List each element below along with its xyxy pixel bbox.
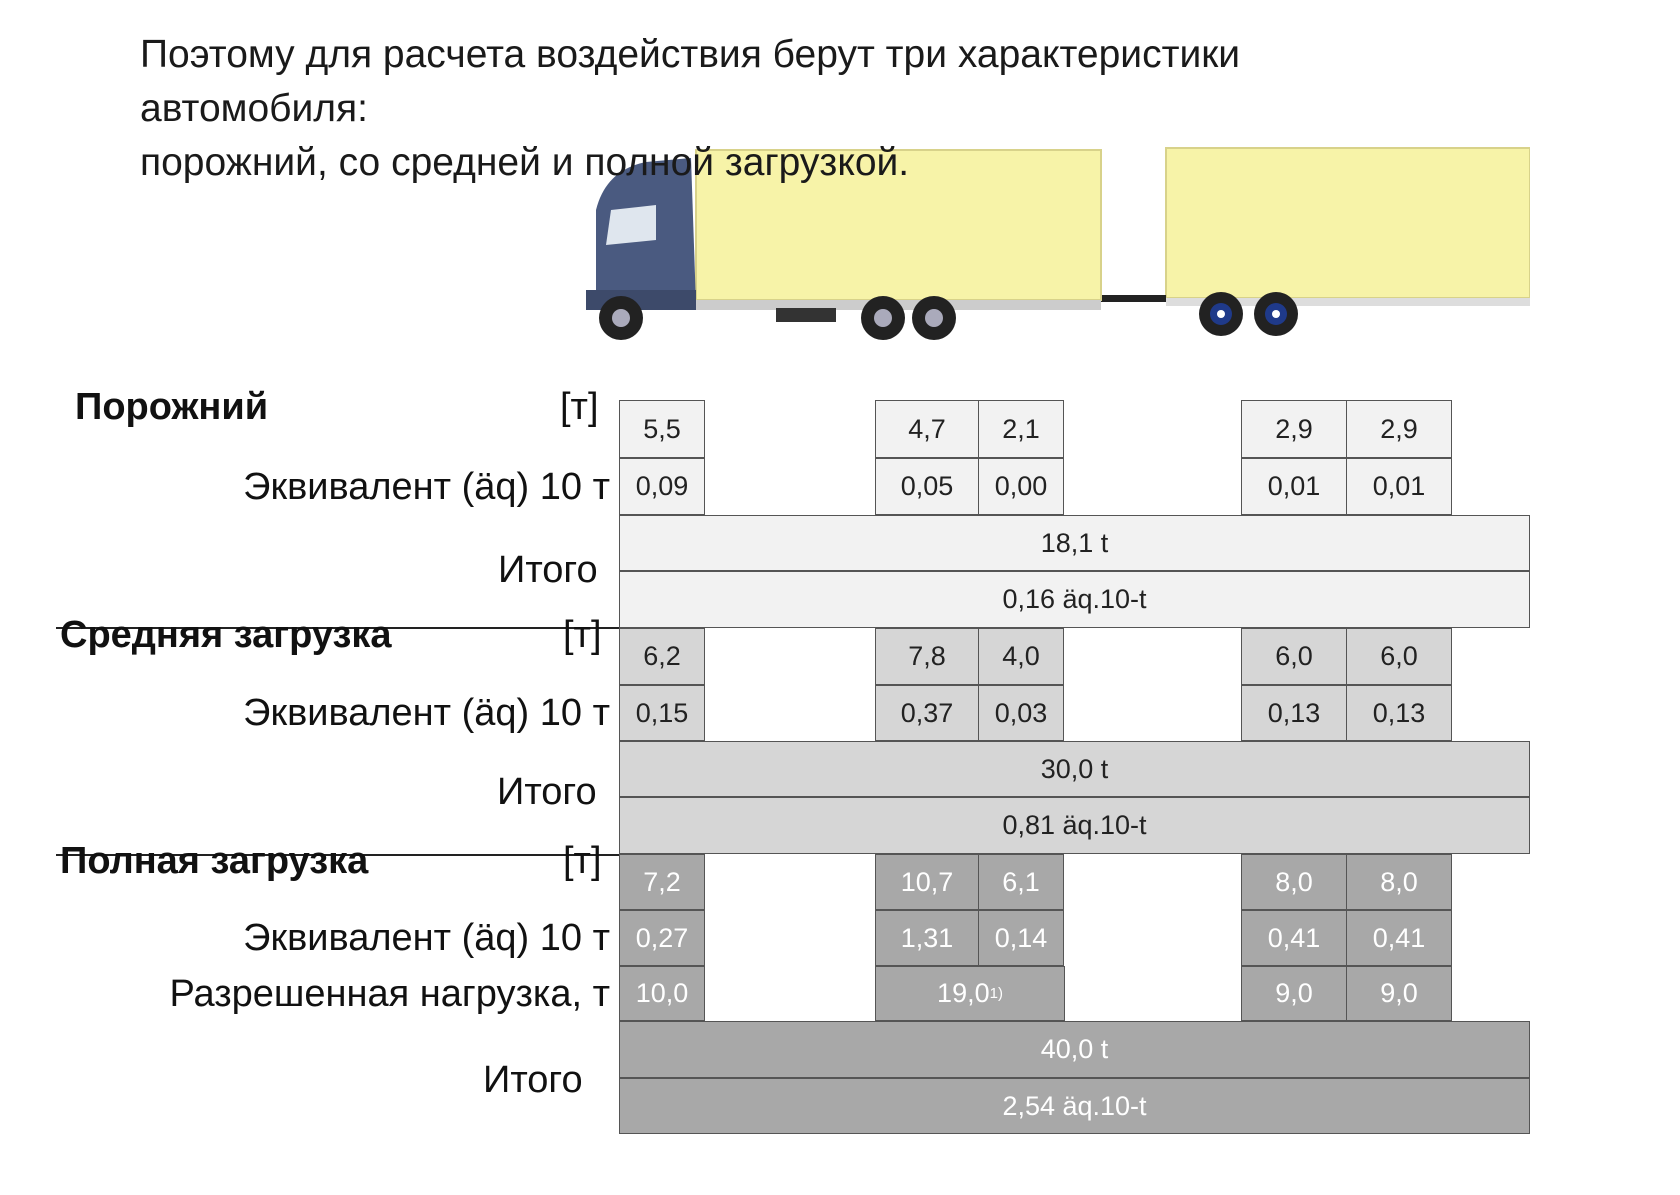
axle-value-cell: 0,14 xyxy=(978,910,1064,966)
axle-value-cell: 4,0 xyxy=(978,628,1064,685)
section-separator xyxy=(56,627,619,629)
axle-value-cell: 0,03 xyxy=(978,685,1064,741)
axle-value-cell: 2,1 xyxy=(978,400,1064,458)
axle-value-cell: 0,13 xyxy=(1241,685,1347,741)
row-label: Разрешенная нагрузка, т xyxy=(169,972,610,1015)
total-equivalent-cell: 0,81 äq.10-t xyxy=(619,797,1530,854)
axle-value-cell: 0,41 xyxy=(1346,910,1452,966)
section-name: Полная загрузка xyxy=(60,840,369,882)
axle-value-cell: 7,8 xyxy=(875,628,979,685)
axle-value-cell: 9,0 xyxy=(1241,966,1347,1021)
axle-value-cell: 2,9 xyxy=(1241,400,1347,458)
total-equivalent-cell: 0,16 äq.10-t xyxy=(619,571,1530,628)
axle-value-cell: 6,0 xyxy=(1346,628,1452,685)
total-equivalent-cell: 2,54 äq.10-t xyxy=(619,1078,1530,1134)
total-weight-cell: 40,0 t xyxy=(619,1021,1530,1078)
row-label: Эквивалент (äq) 10 т xyxy=(243,692,610,734)
section-separator xyxy=(56,854,619,856)
title-line-2: автомобиля: xyxy=(140,87,369,130)
unit-label: [т] xyxy=(563,840,602,882)
axle-value-cell: 0,27 xyxy=(619,910,705,966)
axle-value-cell: 0,37 xyxy=(875,685,979,741)
axle-value-cell: 1,31 xyxy=(875,910,979,966)
axle-value-cell: 7,2 xyxy=(619,854,705,910)
axle-value-cell: 8,0 xyxy=(1346,854,1452,910)
axle-value-cell: 4,7 xyxy=(875,400,979,458)
axle-value-cell: 2,9 xyxy=(1346,400,1452,458)
axle-value-cell: 6,1 xyxy=(978,854,1064,910)
axle-value-cell: 19,0 1) xyxy=(875,966,1065,1021)
axle-value-cell: 0,05 xyxy=(875,458,979,515)
total-weight-cell: 30,0 t xyxy=(619,741,1530,797)
axle-value-cell: 10,0 xyxy=(619,966,705,1021)
axle-value-cell: 0,15 xyxy=(619,685,705,741)
axle-value-cell: 0,41 xyxy=(1241,910,1347,966)
row-label: Эквивалент (äq) 10 т xyxy=(243,917,610,959)
axle-value-cell: 0,09 xyxy=(619,458,705,515)
footnote-marker: 1) xyxy=(989,985,1003,1002)
row-label: Эквивалент (äq) 10 т xyxy=(243,465,610,508)
section-name: Средняя загрузка xyxy=(60,614,392,656)
total-label: Итого xyxy=(483,1059,583,1101)
unit-label: [т] xyxy=(560,386,599,428)
axle-value-cell: 8,0 xyxy=(1241,854,1347,910)
truck-with-trailer-icon xyxy=(586,147,1530,340)
axle-value-cell: 0,01 xyxy=(1346,458,1452,515)
total-weight-cell: 18,1 t xyxy=(619,515,1530,571)
title-line-3: порожний, со средней и полной загрузкой. xyxy=(140,141,910,184)
axle-value-cell: 10,7 xyxy=(875,854,979,910)
axle-value-cell: 6,2 xyxy=(619,628,705,685)
axle-value-cell: 0,13 xyxy=(1346,685,1452,741)
axle-value-cell: 6,0 xyxy=(1241,628,1347,685)
unit-label: [т] xyxy=(563,614,602,656)
section-name: Порожний xyxy=(75,386,269,428)
title-line-1: Поэтому для расчета воздействия берут тр… xyxy=(140,33,1241,76)
total-label: Итого xyxy=(497,771,597,813)
total-label: Итого xyxy=(498,549,598,591)
axle-value-cell: 0,01 xyxy=(1241,458,1347,515)
axle-value-cell: 5,5 xyxy=(619,400,705,458)
axle-value-cell: 0,00 xyxy=(978,458,1064,515)
axle-value-cell: 9,0 xyxy=(1346,966,1452,1021)
slide-title: Поэтому для расчета воздействия берут тр… xyxy=(140,28,1240,190)
